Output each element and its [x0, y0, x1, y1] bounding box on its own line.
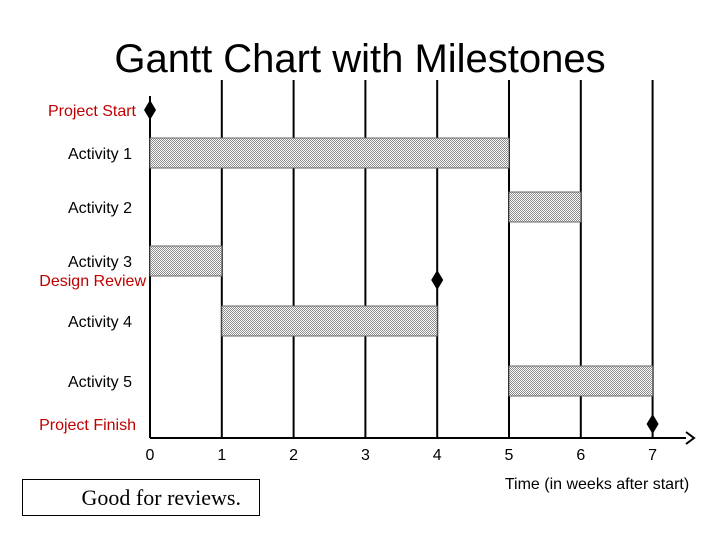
x-tick-label-7: 7 [648, 447, 657, 464]
milestone-markers [144, 100, 659, 434]
milestone-diamond-7 [646, 414, 659, 434]
milestone-diamond-0 [144, 100, 156, 120]
x-tick-label-3: 3 [361, 447, 370, 464]
row-label-7: Project Finish [39, 417, 136, 434]
x-tick-label-4: 4 [433, 447, 442, 464]
row-label-4: Design Review [39, 273, 146, 290]
activity-bars [149, 137, 654, 397]
x-axis: 0 1 2 3 4 5 6 7 [146, 431, 696, 464]
x-tick-label-2: 2 [289, 447, 298, 464]
row-label-0: Project Start [48, 103, 137, 120]
row-label-3: Activity 3 [68, 254, 132, 271]
row-label-1: Activity 1 [68, 146, 132, 163]
activity-bar-5 [221, 305, 438, 337]
row-labels: Project Start Activity 1 Activity 2 Activit… [39, 103, 146, 434]
activity-bar-1 [149, 137, 510, 169]
x-axis-label: Time (in weeks after start) [505, 476, 689, 493]
milestone-diamond-4 [431, 270, 444, 290]
chart-title: Gantt Chart with Milestones [114, 37, 605, 81]
note-text: Good for reviews. [81, 484, 241, 510]
row-label-5: Activity 4 [68, 314, 132, 331]
row-label-2: Activity 2 [68, 200, 132, 217]
note-box: Good for reviews. [22, 479, 260, 516]
activity-bar-3 [149, 245, 223, 277]
activity-bar-6 [508, 365, 654, 397]
x-tick-label-1: 1 [217, 447, 226, 464]
x-tick-label-6: 6 [576, 447, 585, 464]
x-tick-label-5: 5 [505, 447, 514, 464]
x-tick-label-0: 0 [146, 447, 155, 464]
x-axis-arrow-icon [685, 431, 696, 445]
row-label-6: Activity 5 [68, 374, 132, 391]
activity-bar-2 [508, 191, 582, 223]
